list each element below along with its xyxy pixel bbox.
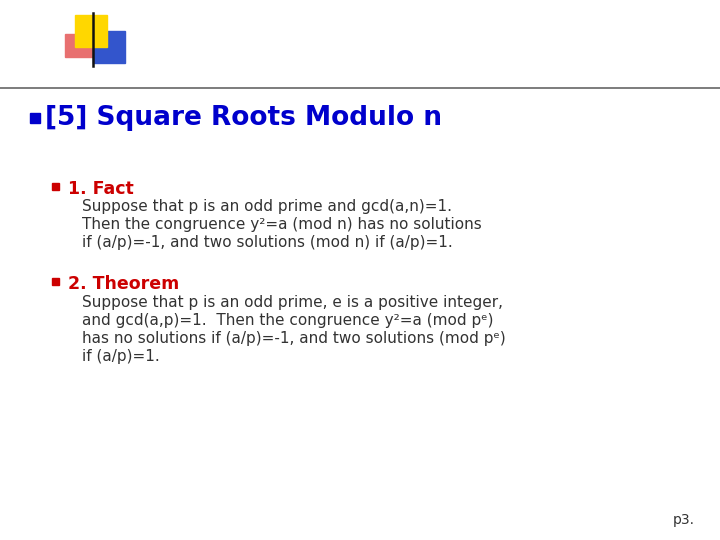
Text: p3.: p3. [673,513,695,527]
Text: Then the congruence y²=a (mod n) has no solutions: Then the congruence y²=a (mod n) has no … [82,218,482,233]
Text: if (a/p)=-1, and two solutions (mod n) if (a/p)=1.: if (a/p)=-1, and two solutions (mod n) i… [82,235,453,251]
Text: [5] Square Roots Modulo n: [5] Square Roots Modulo n [45,105,442,131]
Text: 1. Fact: 1. Fact [68,180,134,198]
Bar [75,15,107,47]
Text: if (a/p)=1.: if (a/p)=1. [82,348,160,363]
Bar [30,113,40,123]
Bar [66,34,93,57]
Bar [52,278,59,285]
Text: has no solutions if (a/p)=-1, and two solutions (mod pᵉ): has no solutions if (a/p)=-1, and two so… [82,330,505,346]
Bar [52,183,59,190]
Bar [93,31,125,63]
Text: Suppose that p is an odd prime, e is a positive integer,: Suppose that p is an odd prime, e is a p… [82,294,503,309]
Text: Suppose that p is an odd prime and gcd(a,n)=1.: Suppose that p is an odd prime and gcd(a… [82,199,452,214]
Text: 2. Theorem: 2. Theorem [68,275,179,293]
Text: and gcd(a,p)=1.  Then the congruence y²=a (mod pᵉ): and gcd(a,p)=1. Then the congruence y²=a… [82,313,493,327]
